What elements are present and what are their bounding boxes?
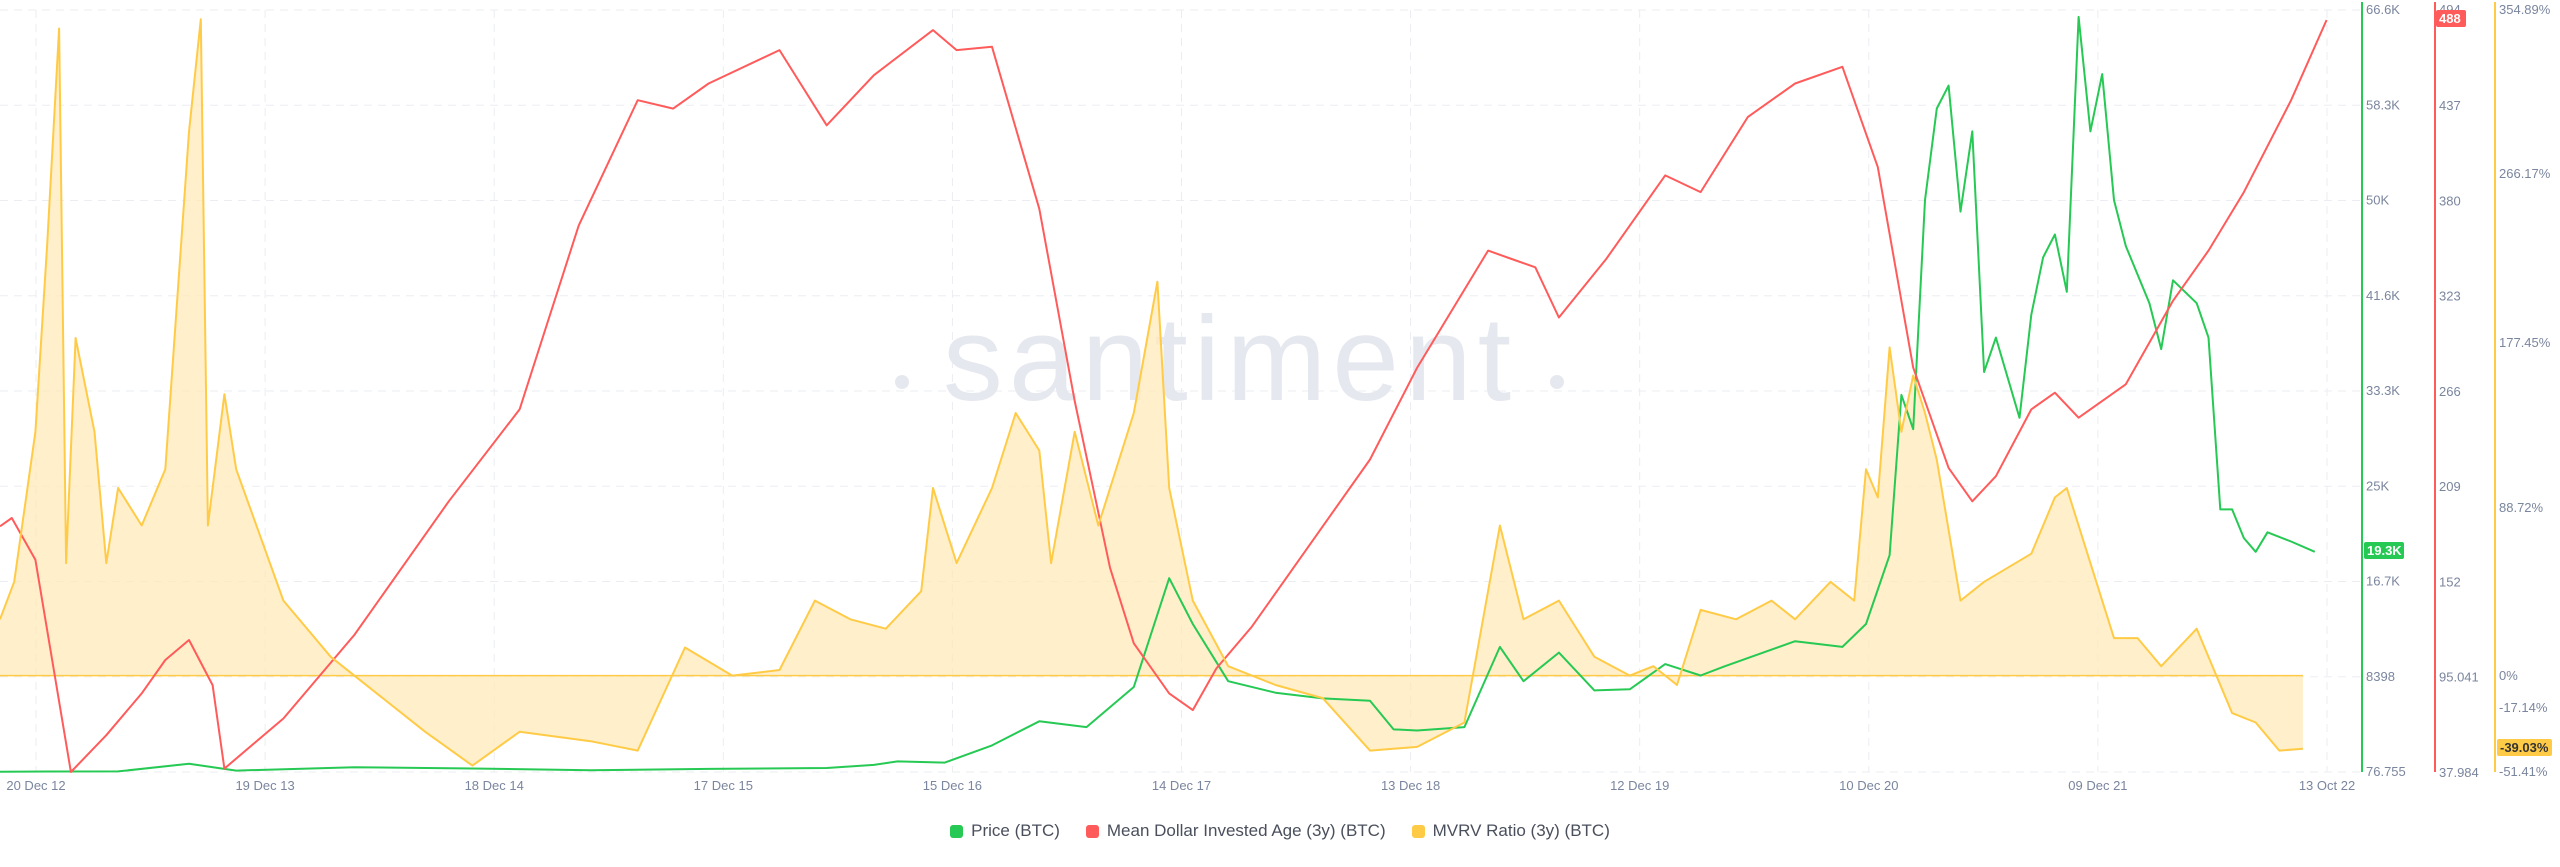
legend-label-price: Price (BTC) [971,821,1060,840]
legend-item-mvrv[interactable]: MVRV Ratio (3y) (BTC) [1411,821,1610,841]
mvrv-tick-label: -17.14% [2499,700,2548,715]
price-tick-label: 58.3K [2366,97,2400,112]
mvrv-tick-label: 88.72% [2499,500,2544,515]
legend-label-mdia: Mean Dollar Invested Age (3y) (BTC) [1106,821,1386,840]
mvrv-tick-label: 354.89% [2499,2,2551,17]
mdia-tick-label: 266 [2439,384,2461,399]
price-tick-label: 8398 [2366,669,2395,684]
mvrv-tick-label: 266.17% [2499,166,2551,181]
price-tick-label: 66.6K [2366,2,2400,17]
x-tick-label: 17 Dec 15 [694,778,753,793]
price-tick-label: 41.6K [2366,288,2400,303]
mdia-tick-label: 152 [2439,574,2461,589]
mdia-tick-label: 380 [2439,193,2461,208]
mdia-tick-label: 95.041 [2439,670,2479,685]
watermark-dot-left [895,375,909,389]
x-tick-label: 19 Dec 13 [235,778,294,793]
x-tick-label: 10 Dec 20 [1839,778,1898,793]
price-tick-label: 25K [2366,478,2389,493]
legend-item-price[interactable]: Price (BTC) [950,821,1060,841]
price-current-badge-bg [2364,542,2404,559]
mdia-tick-label: 209 [2439,479,2461,494]
mdia-tick-label: 323 [2439,289,2461,304]
price-tick-label: 76.755 [2366,764,2406,779]
price-tick-label: 50K [2366,193,2389,208]
watermark-text: santiment [943,292,1517,426]
x-tick-label: 09 Dec 21 [2068,778,2127,793]
mvrv-area [0,19,2303,766]
mdia-current-badge: 488 [2439,11,2461,26]
legend-swatch-price [950,824,964,838]
legend-label-mvrv: MVRV Ratio (3y) (BTC) [1432,821,1610,840]
chart-legend: Price (BTC) Mean Dollar Invested Age (3y… [0,821,2560,841]
series-line-mvrv [0,18,2303,767]
watermark-dot-right [1550,375,1564,389]
mdia-tick-label: 37.984 [2439,765,2479,780]
mvrv-current-badge-bg [2497,739,2552,756]
mdia-tick-label: 437 [2439,98,2461,113]
series-line-price [0,15,2316,773]
legend-item-mdia[interactable]: Mean Dollar Invested Age (3y) (BTC) [1085,821,1386,841]
x-tick-label: 13 Dec 18 [1381,778,1440,793]
legend-swatch-mvrv [1411,824,1425,838]
price-tick-label: 33.3K [2366,383,2400,398]
mvrv-tick-label: 0% [2499,668,2518,683]
x-tick-label: 18 Dec 14 [465,778,524,793]
mdia-current-badge-bg [2436,10,2466,27]
x-tick-label: 15 Dec 16 [923,778,982,793]
legend-swatch-mdia [1085,824,1099,838]
x-tick-label: 20 Dec 12 [6,778,65,793]
price-current-badge: 19.3K [2367,543,2402,558]
x-tick-label: 13 Oct 22 [2299,778,2355,793]
x-tick-label: 12 Dec 19 [1610,778,1669,793]
mvrv-current-badge: -39.03% [2500,740,2549,755]
mvrv-tick-label: -51.41% [2499,764,2548,779]
mvrv-tick-label: 177.45% [2499,335,2551,350]
x-tick-label: 14 Dec 17 [1152,778,1211,793]
price-tick-label: 16.7K [2366,574,2400,589]
series-line-mdia [0,19,2328,773]
